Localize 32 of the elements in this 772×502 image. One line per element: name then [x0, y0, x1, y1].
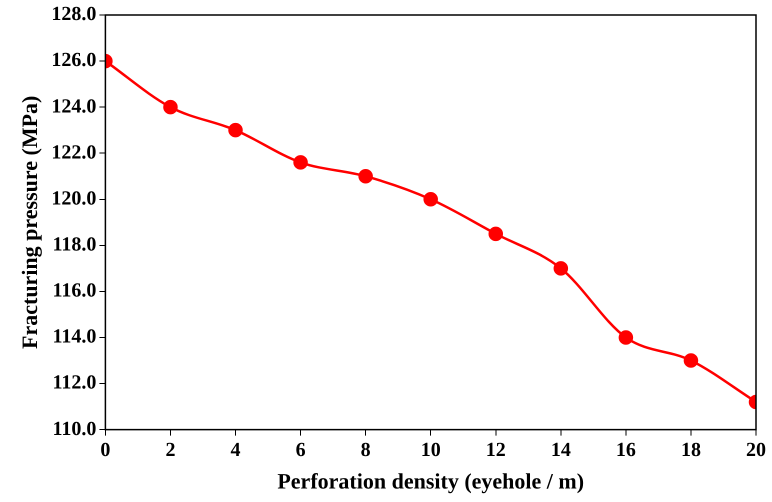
x-tick-label: 2 — [165, 438, 176, 461]
x-tick-label: 6 — [296, 438, 306, 461]
y-tick-label: 124.0 — [51, 95, 96, 118]
x-tick-label: 4 — [230, 438, 241, 461]
point — [554, 261, 568, 276]
y-tick-label: 120.0 — [51, 187, 96, 210]
point — [618, 330, 634, 345]
y-tick-label: 126.0 — [51, 49, 96, 72]
y-tick-label: 116.0 — [52, 280, 96, 302]
x-tick-label: 12 — [486, 438, 506, 461]
point — [163, 100, 178, 114]
point — [488, 226, 504, 242]
point — [684, 353, 698, 368]
x-tick-label: 14 — [550, 438, 571, 461]
x-tick-label: 16 — [616, 438, 636, 461]
y-axis-title: Fracturing pressure (MPa) — [16, 96, 42, 349]
x-axis-title: Perforation density (eyehole / m) — [277, 468, 584, 494]
x-tick-label: 0 — [100, 438, 110, 461]
point — [293, 155, 308, 170]
y-tick-label: 118.0 — [52, 234, 96, 256]
y-tick-label: 114.0 — [52, 326, 96, 348]
x-tick-label: 18 — [680, 438, 701, 461]
y-tick-label: 110.0 — [52, 418, 96, 440]
x-tick-label: 20 — [746, 438, 766, 461]
y-tick-label: 122.0 — [51, 141, 96, 164]
point — [358, 168, 373, 184]
point — [423, 192, 438, 207]
y-tick-label: 112.0 — [52, 372, 96, 394]
point — [228, 122, 243, 138]
x-tick-label: 8 — [360, 438, 371, 461]
y-tick-label: 128.0 — [51, 3, 96, 26]
x-tick-label: 10 — [420, 438, 441, 461]
